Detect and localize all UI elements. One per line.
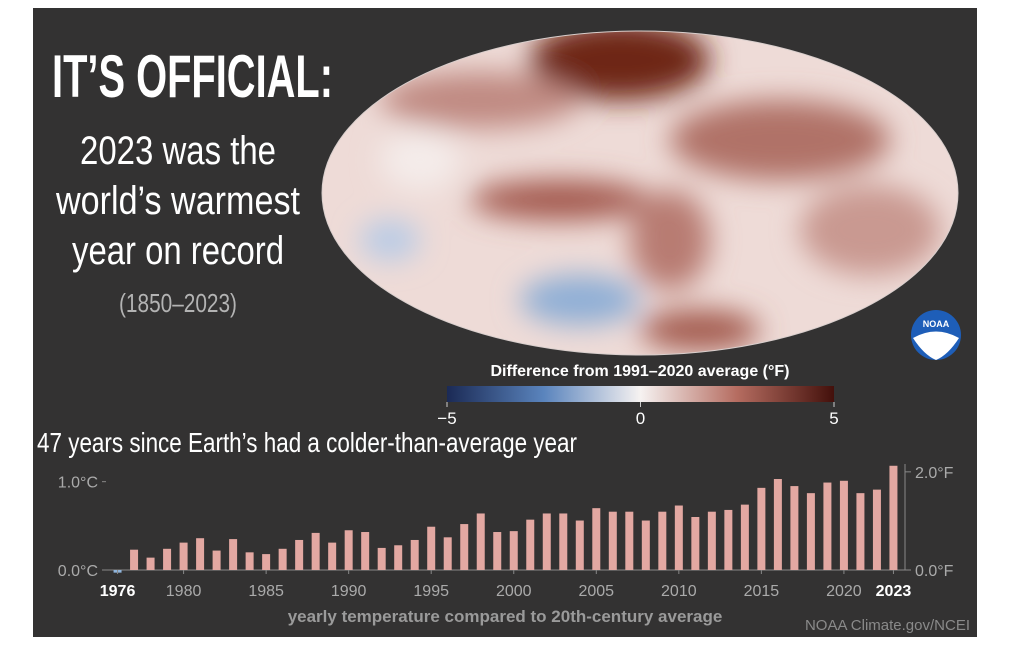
bar <box>443 537 452 570</box>
subtitle-line: year on record <box>72 229 284 273</box>
x-tick-label: 1976 <box>100 583 136 600</box>
legend-label: Difference from 1991–2020 average (°F) <box>491 363 790 380</box>
bar <box>839 480 848 570</box>
bar <box>674 505 683 570</box>
bar <box>790 486 799 570</box>
y-tick-label: 1.0°C <box>58 475 98 492</box>
bar <box>212 550 221 570</box>
bar <box>130 549 139 570</box>
bar <box>427 526 436 570</box>
bar <box>856 493 865 570</box>
bar <box>872 489 881 570</box>
period: (1850–2023) <box>119 288 237 318</box>
bar <box>229 539 238 570</box>
bar <box>394 545 403 570</box>
bar <box>328 542 337 570</box>
bar <box>542 513 551 570</box>
bar <box>179 542 188 570</box>
legend-tick-label: 5 <box>829 409 838 428</box>
bar <box>575 520 584 570</box>
logo-text: NOAA <box>923 319 950 329</box>
x-tick-label: 2023 <box>876 583 912 600</box>
title: IT’S OFFICIAL: <box>52 43 333 110</box>
bar <box>377 547 386 570</box>
bar <box>262 554 271 570</box>
bar <box>278 548 287 570</box>
bar <box>526 519 535 570</box>
bar <box>410 539 419 570</box>
chart-title: 47 years since Earth’s had a colder-than… <box>37 427 577 458</box>
credit: NOAA Climate.gov/NCEI <box>805 617 970 634</box>
bar <box>724 509 733 570</box>
bar <box>625 511 634 570</box>
x-tick-label: 1995 <box>413 583 449 600</box>
x-tick-label: 1990 <box>331 583 367 600</box>
bar <box>559 513 568 570</box>
bar <box>295 539 304 570</box>
bar <box>163 548 172 570</box>
map-outline <box>321 30 959 356</box>
bar <box>361 532 370 570</box>
bar <box>691 517 700 570</box>
bar <box>889 465 898 570</box>
x-tick-label: 2010 <box>661 583 697 600</box>
bar <box>344 530 353 570</box>
y2-tick-label: 2.0°F <box>915 465 954 482</box>
bar <box>740 504 749 570</box>
bar <box>823 482 832 570</box>
x-tick-label: 2000 <box>496 583 532 600</box>
x-axis-label: yearly temperature compared to 20th-cent… <box>288 607 723 626</box>
legend-tick-label: 0 <box>636 409 645 428</box>
subtitle-line: world’s warmest <box>55 179 300 223</box>
bar <box>707 511 716 570</box>
bar <box>658 511 667 570</box>
x-tick-label: 2005 <box>578 583 614 600</box>
bar <box>509 531 518 570</box>
legend-tick-label: −5 <box>437 409 456 428</box>
bar <box>245 552 254 570</box>
color-bar <box>447 386 834 402</box>
bar <box>196 538 205 570</box>
bar <box>493 532 502 570</box>
x-tick-label: 1980 <box>166 583 202 600</box>
subtitle-line: 2023 was the <box>80 129 276 173</box>
bar <box>592 508 601 570</box>
map <box>322 31 958 355</box>
bar <box>608 511 617 570</box>
x-tick-label: 2015 <box>744 583 780 600</box>
bar <box>757 487 766 570</box>
bar <box>311 532 320 570</box>
noaa-logo: NOAA <box>911 310 961 360</box>
x-tick-label: 1985 <box>248 583 284 600</box>
y-tick-label: 0.0°C <box>58 563 98 580</box>
bar <box>476 513 485 570</box>
y2-tick-label: 0.0°F <box>915 563 954 580</box>
bar <box>773 479 782 570</box>
bar <box>146 557 155 570</box>
bar <box>641 520 650 570</box>
bar <box>806 493 815 570</box>
x-tick-label: 2020 <box>826 583 862 600</box>
bar <box>460 524 469 570</box>
